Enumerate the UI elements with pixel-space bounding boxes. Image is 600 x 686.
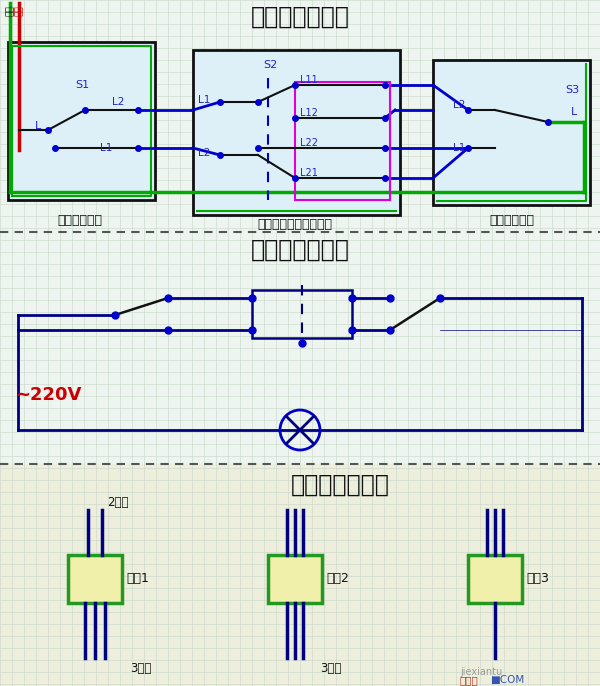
Text: 三控开关接线图: 三控开关接线图 <box>251 5 349 29</box>
Text: L2: L2 <box>112 97 124 107</box>
Text: 中途开关（三控开关）: 中途开关（三控开关） <box>257 219 332 231</box>
Text: 开关2: 开关2 <box>326 573 349 585</box>
Text: L21: L21 <box>300 168 318 178</box>
Text: 三控开关原理图: 三控开关原理图 <box>251 238 349 262</box>
Text: 2根线: 2根线 <box>107 495 128 508</box>
Text: L1: L1 <box>100 143 112 153</box>
Text: S1: S1 <box>75 80 89 90</box>
Text: L1: L1 <box>197 95 210 105</box>
Text: L11: L11 <box>300 75 318 85</box>
Bar <box>0 0 600 232</box>
Text: 相线: 相线 <box>5 5 14 16</box>
Bar <box>468 555 522 603</box>
Bar <box>433 60 590 205</box>
Text: jiexiantu: jiexiantu <box>460 667 502 677</box>
Text: L: L <box>571 107 577 117</box>
Bar <box>268 555 322 603</box>
Text: S2: S2 <box>263 60 277 70</box>
Bar <box>252 290 352 338</box>
Text: ■COM: ■COM <box>490 675 524 685</box>
Text: L22: L22 <box>300 138 318 148</box>
Bar <box>0 232 600 464</box>
Text: 单开双控开关: 单开双控开关 <box>490 213 535 226</box>
Text: 三控开关布线图: 三控开关布线图 <box>290 473 389 497</box>
Text: 接线图: 接线图 <box>460 675 479 685</box>
Bar <box>193 50 400 215</box>
Text: S3: S3 <box>565 85 579 95</box>
Bar <box>0 464 600 686</box>
Text: L2: L2 <box>453 100 466 110</box>
Text: ~220V: ~220V <box>15 386 82 404</box>
Text: 3根线: 3根线 <box>130 661 151 674</box>
Bar <box>68 555 122 603</box>
Text: 单开双控开关: 单开双控开关 <box>58 213 103 226</box>
Text: L: L <box>35 121 41 131</box>
Text: L2: L2 <box>197 148 210 158</box>
Text: L1: L1 <box>453 143 466 153</box>
Text: 开关1: 开关1 <box>126 573 149 585</box>
Bar <box>8 42 155 200</box>
Text: 3根线: 3根线 <box>320 661 341 674</box>
Text: 开关3: 开关3 <box>526 573 549 585</box>
Text: 火线: 火线 <box>14 5 23 16</box>
Text: L12: L12 <box>300 108 318 118</box>
Bar <box>295 82 390 200</box>
